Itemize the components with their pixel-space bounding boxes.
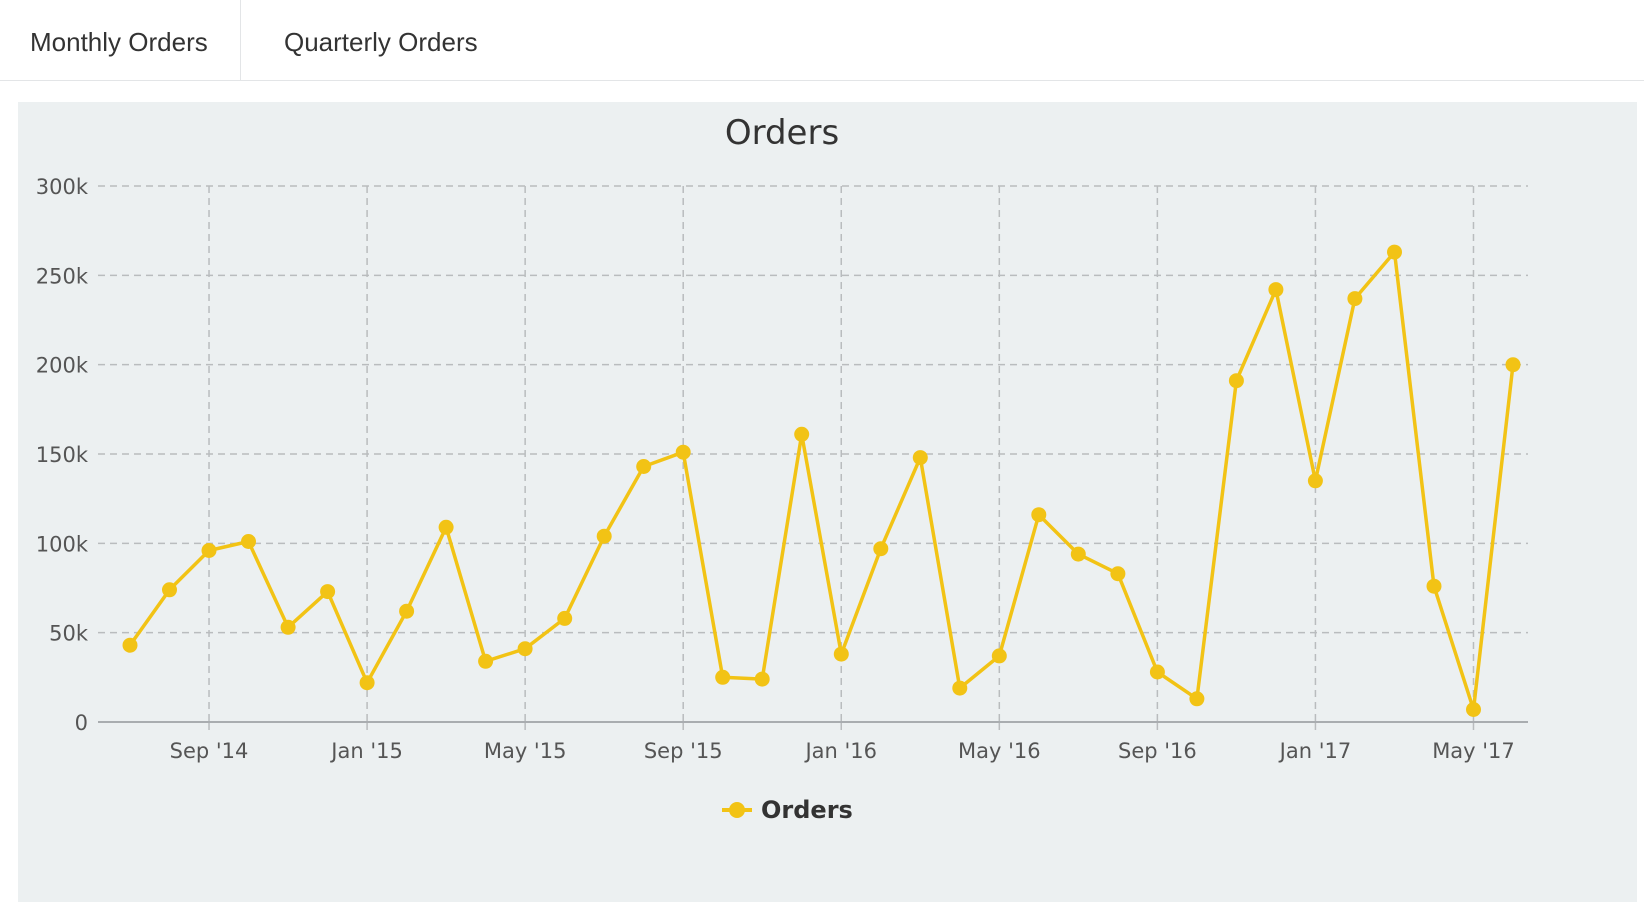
legend-label-orders[interactable]: Orders: [761, 796, 853, 824]
y-tick-label: 250k: [36, 264, 89, 288]
data-point[interactable]: [912, 450, 928, 466]
data-point[interactable]: [1268, 282, 1284, 298]
x-tick-label: Jan '16: [803, 739, 877, 763]
data-point[interactable]: [675, 444, 691, 460]
data-point[interactable]: [1070, 546, 1086, 562]
data-point[interactable]: [1149, 664, 1165, 680]
data-point[interactable]: [1031, 507, 1047, 523]
data-point[interactable]: [359, 675, 375, 691]
x-tick-label: May '16: [958, 739, 1041, 763]
chart-title: Orders: [725, 113, 839, 153]
data-point[interactable]: [715, 669, 731, 685]
legend[interactable]: Orders: [722, 796, 853, 824]
data-point[interactable]: [1426, 578, 1442, 594]
data-point[interactable]: [1387, 244, 1402, 260]
y-tick-label: 200k: [36, 354, 89, 378]
data-point[interactable]: [636, 459, 652, 474]
series-line-orders: [128, 250, 1515, 712]
x-tick-label: May '17: [1432, 739, 1515, 763]
data-point[interactable]: [162, 582, 177, 598]
x-tick-label: Sep '15: [644, 739, 723, 763]
data-point[interactable]: [754, 671, 770, 687]
x-tick-label: May '15: [484, 739, 567, 763]
y-tick-label: 0: [75, 711, 88, 735]
legend-dot-marker: [729, 802, 745, 818]
data-point[interactable]: [1505, 357, 1521, 373]
y-tick-label: 150k: [36, 443, 89, 467]
tab-bar: Monthly Orders Quarterly Orders: [0, 0, 1644, 81]
data-point[interactable]: [873, 541, 889, 557]
data-point[interactable]: [952, 680, 968, 696]
y-tick-label: 100k: [36, 532, 89, 556]
data-point[interactable]: [596, 528, 612, 544]
tab-monthly-orders[interactable]: Monthly Orders: [0, 0, 241, 81]
data-point[interactable]: [794, 426, 810, 442]
data-point[interactable]: [201, 543, 217, 558]
x-tick-label: Jan '15: [329, 739, 403, 763]
data-point[interactable]: [399, 603, 415, 619]
data-point[interactable]: [1110, 566, 1126, 582]
tab-bar-divider: [0, 80, 1644, 81]
data-point[interactable]: [833, 646, 849, 662]
x-tick-label: Sep '16: [1118, 739, 1197, 763]
data-point[interactable]: [122, 637, 138, 653]
data-point[interactable]: [1347, 291, 1363, 307]
grid-layer: [98, 185, 1528, 722]
data-point[interactable]: [1228, 373, 1244, 389]
tab-quarterly-orders[interactable]: Quarterly Orders: [284, 27, 478, 57]
data-point[interactable]: [280, 619, 296, 635]
y-tick-label: 300k: [36, 175, 89, 199]
data-point[interactable]: [438, 519, 454, 535]
data-point[interactable]: [241, 534, 256, 549]
data-point[interactable]: [557, 610, 573, 626]
orders-chart: Orders 0 50k 100k 150k 200k 250k 300k Sep '14 Ja…: [36, 113, 1528, 824]
series-layer: [122, 244, 1521, 717]
data-point[interactable]: [478, 653, 494, 669]
data-point[interactable]: [991, 648, 1007, 664]
data-point[interactable]: [1307, 473, 1323, 489]
data-point[interactable]: [320, 584, 336, 600]
axis-layer: 0 50k 100k 150k 200k 250k 300k Sep '14 Jan '15 Ma…: [36, 175, 1528, 763]
data-point[interactable]: [517, 641, 533, 657]
x-tick-label: Jan '17: [1278, 739, 1352, 763]
chart-panel: Orders 0 50k 100k 150k 200k 250k 300k Sep '14 Ja…: [18, 102, 1637, 902]
x-tick-label: Sep '14: [170, 739, 249, 763]
y-tick-label: 50k: [49, 622, 89, 646]
data-point[interactable]: [1466, 702, 1481, 717]
data-point[interactable]: [1189, 691, 1205, 707]
